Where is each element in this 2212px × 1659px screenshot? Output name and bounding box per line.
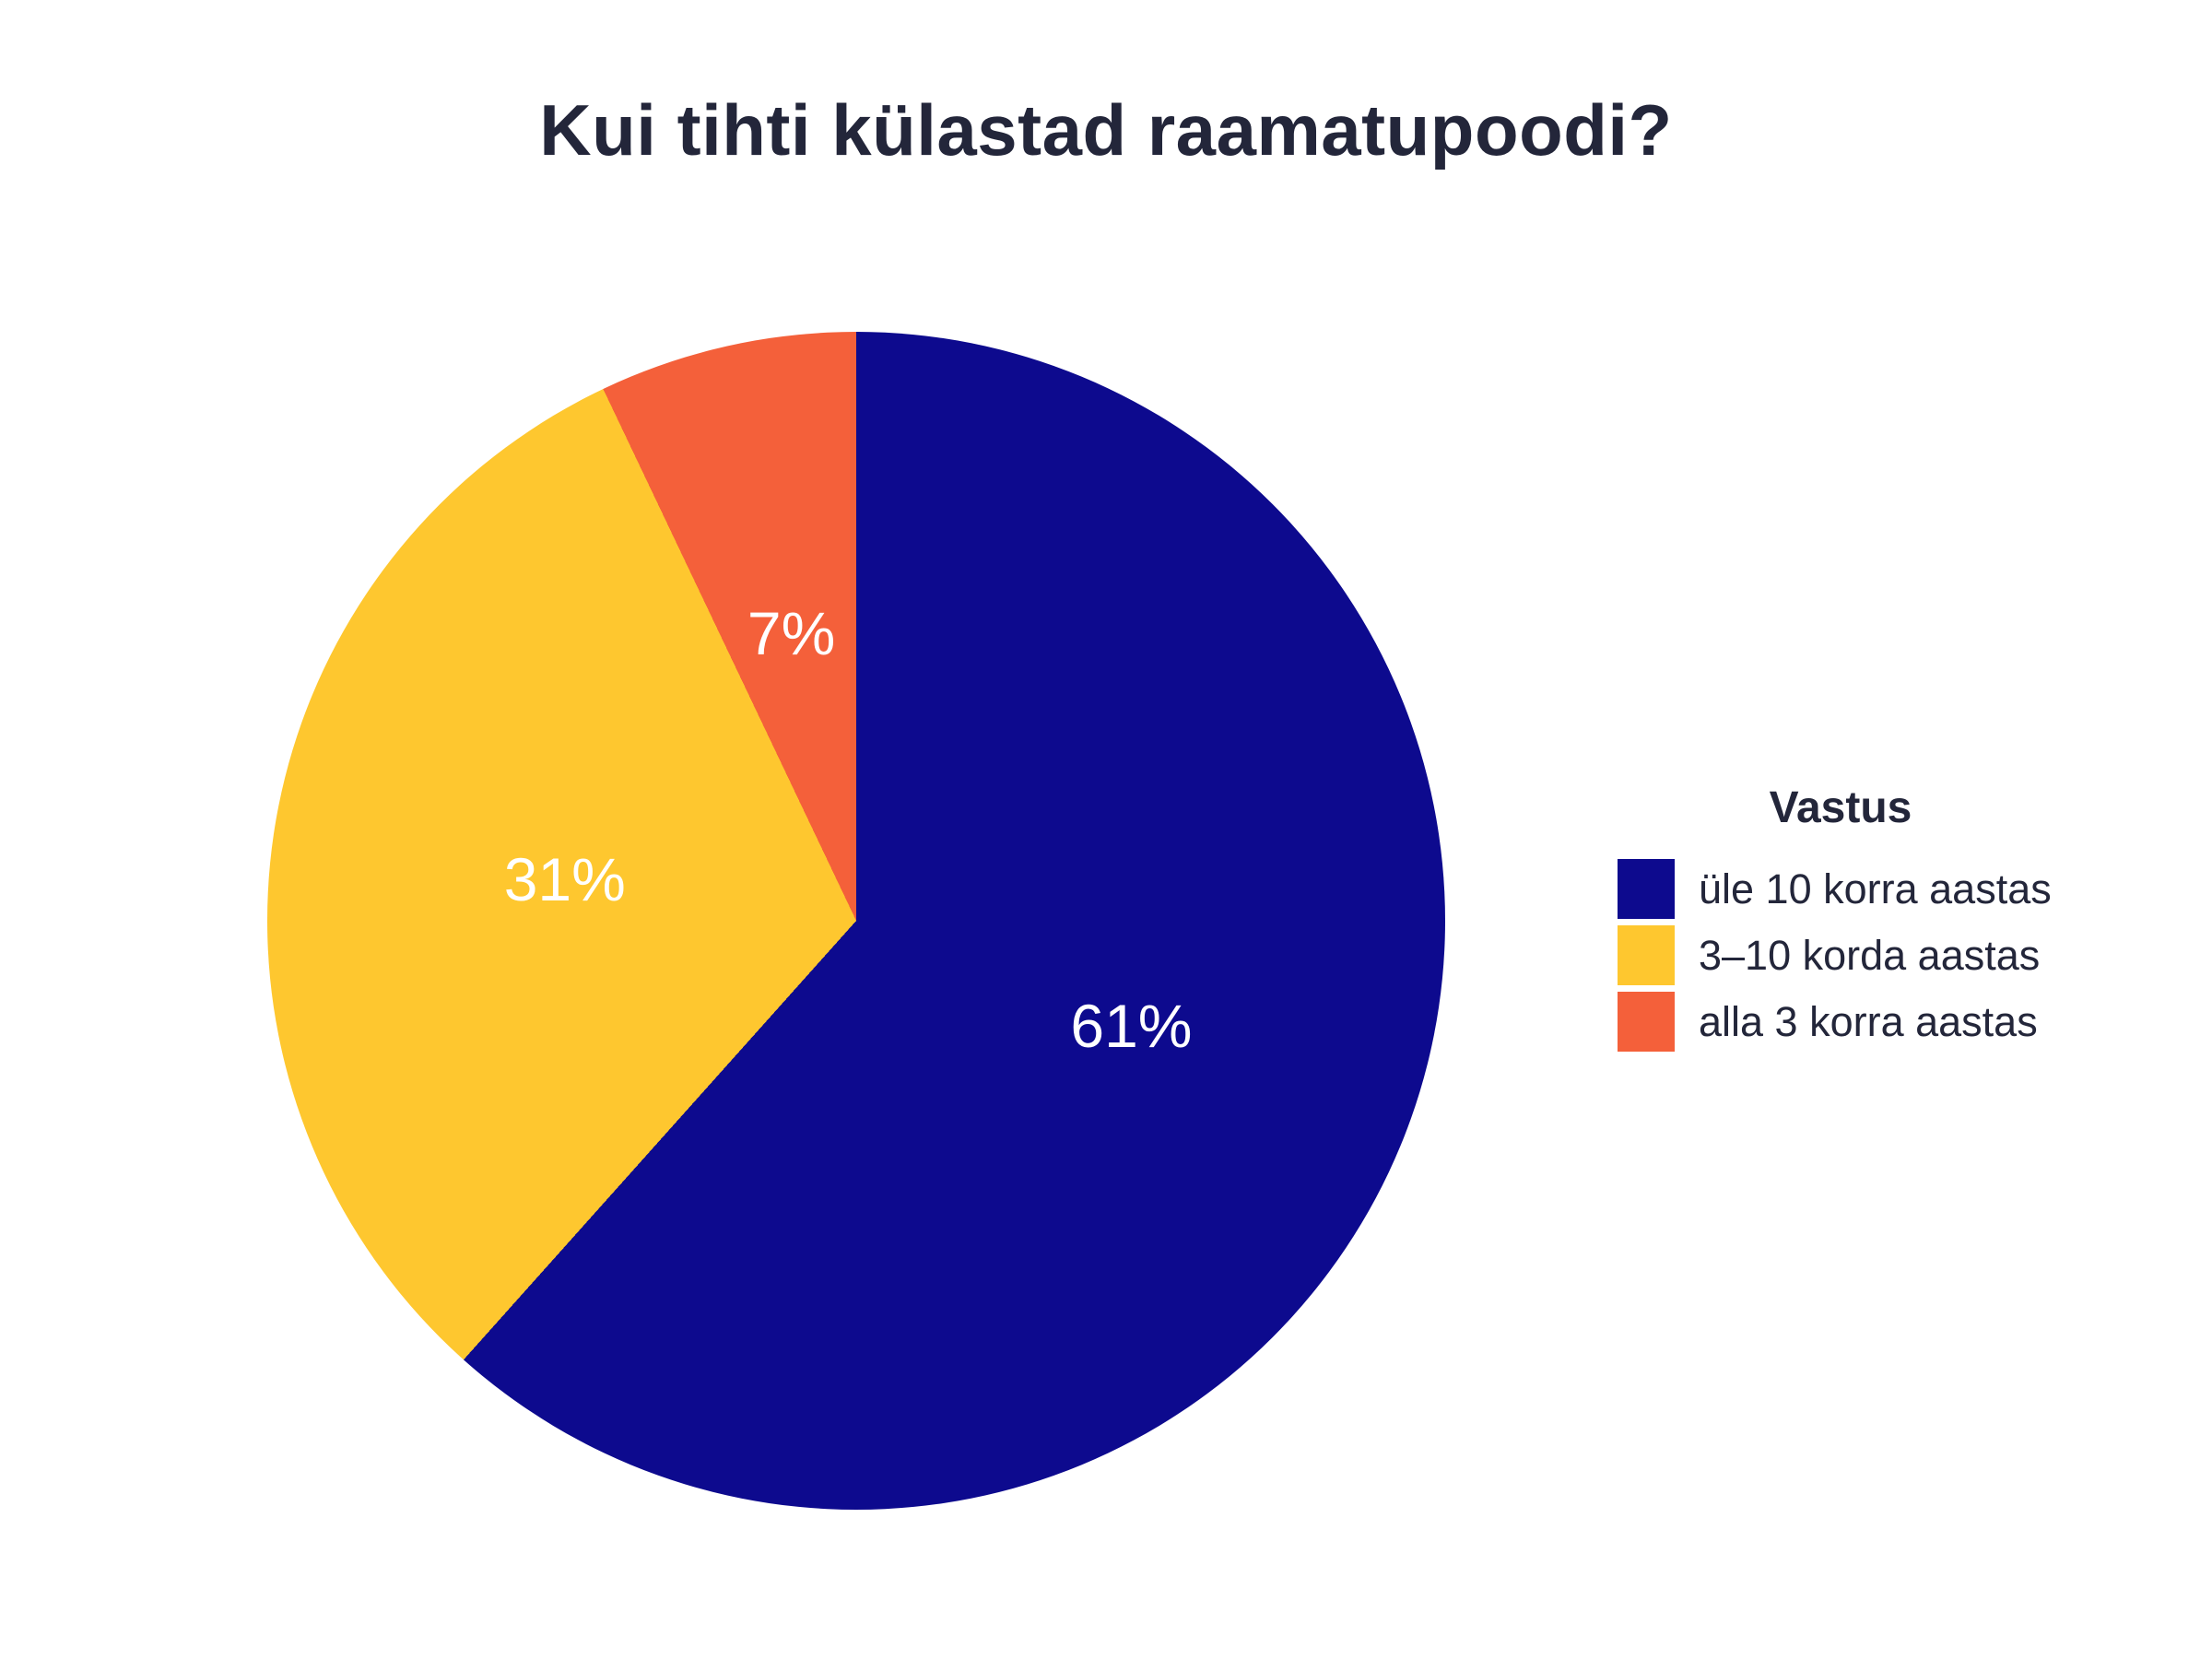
slice-label-ule-10-korra: 61% (1070, 992, 1193, 1061)
pie-chart: 61% 31% 7% (267, 332, 1445, 1510)
legend-swatch-icon (1618, 992, 1675, 1052)
legend-rows: üle 10 korra aastas 3–10 korda aastas al… (1618, 859, 2064, 1052)
chart-title: Kui tihti külastad raamatupoodi? (539, 89, 1673, 171)
legend-item: üle 10 korra aastas (1618, 859, 2064, 919)
legend-item-label: 3–10 korda aastas (1699, 931, 2041, 979)
slice-label-3-10-korda: 31% (503, 844, 626, 913)
legend-item: alla 3 korra aastas (1618, 992, 2064, 1052)
legend-item: 3–10 korda aastas (1618, 925, 2064, 985)
legend-swatch-icon (1618, 925, 1675, 985)
legend-title: Vastus (1769, 783, 1912, 832)
legend-item-label: alla 3 korra aastas (1699, 997, 2038, 1045)
legend-swatch-icon (1618, 859, 1675, 919)
slice-label-alla-3-korra: 7% (747, 599, 836, 668)
legend-item-label: üle 10 korra aastas (1699, 865, 2052, 912)
legend: Vastus üle 10 korra aastas 3–10 korda aa… (1618, 782, 2064, 1058)
